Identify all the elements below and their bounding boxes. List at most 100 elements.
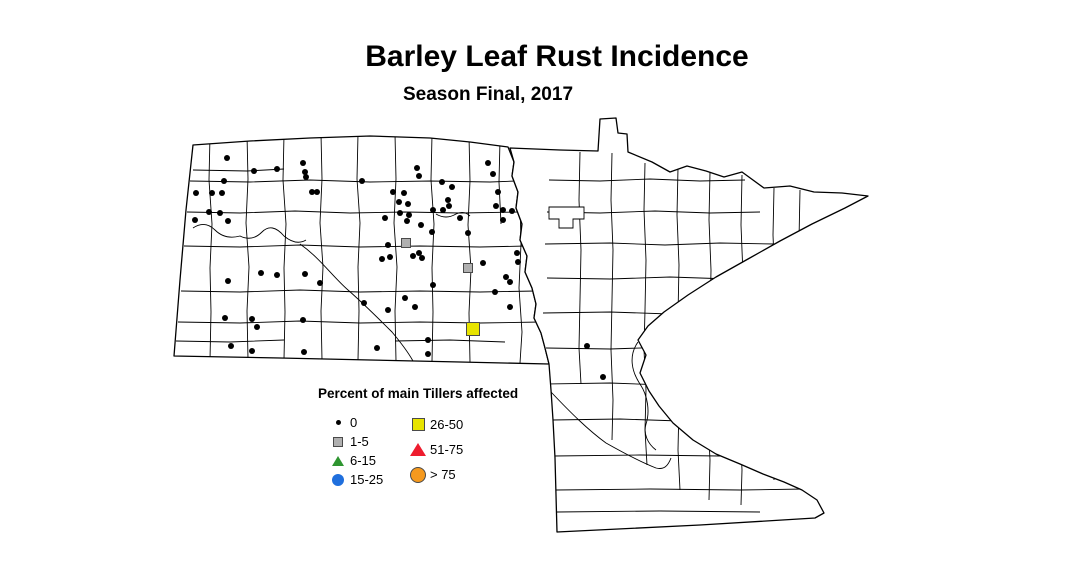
map-marker-0 [390,189,396,195]
map-marker-0 [410,253,416,259]
map-marker-0 [514,250,520,256]
legend-symbol-box [326,473,350,486]
north-dakota-outline [173,135,550,365]
map-marker-1-5 [463,263,473,273]
legend-label: > 75 [430,467,456,482]
map-marker-0 [385,307,391,313]
map-marker-0 [430,207,436,213]
legend-item: 6-15 [326,451,383,470]
map-marker-0 [405,201,411,207]
map-marker-0 [449,184,455,190]
map-marker-0 [416,173,422,179]
map-marker-0 [507,279,513,285]
map-marker-0 [490,171,496,177]
map-marker-0 [302,271,308,277]
square-symbol [333,436,343,447]
map-marker-0 [274,166,280,172]
map-marker-0 [457,215,463,221]
circle-symbol [332,473,344,486]
map-marker-0 [359,178,365,184]
legend-item: 15-25 [326,470,383,489]
square-symbol [411,418,425,431]
map-marker-0 [219,190,225,196]
map-marker-0 [446,203,452,209]
map-marker-0 [300,317,306,323]
map-marker-0 [301,349,307,355]
map-marker-0 [317,280,323,286]
map-marker-1-5 [401,238,411,248]
legend: Percent of main Tillers affected 0 1-5 6… [318,386,519,487]
chart-subtitle: Season Final, 2017 [402,84,574,105]
map-marker-0 [600,374,606,380]
map-marker-0 [412,304,418,310]
map-marker-0 [224,155,230,161]
map-marker-0 [206,209,212,215]
map-marker-0 [584,343,590,349]
legend-label: 0 [350,415,358,430]
legend-label: 15-25 [350,472,384,487]
triangle-symbol [410,443,426,456]
legend-label: 51-75 [430,442,464,457]
map-marker-0 [382,215,388,221]
map-marker-0 [300,160,306,166]
map-marker-0 [249,348,255,354]
map-marker-0 [221,178,227,184]
legend-symbol-box [406,418,430,431]
map-marker-0 [314,189,320,195]
map-marker-0 [416,250,422,256]
legend-symbol-box [326,455,350,466]
map-marker-0 [509,208,515,214]
map-marker-0 [414,165,420,171]
map-marker-26-50 [466,322,480,336]
map-marker-0 [439,179,445,185]
legend-label: 1-5 [350,434,369,449]
map-marker-0 [425,337,431,343]
map-marker-0 [379,256,385,262]
page-title: Barley Leaf Rust Incidence [365,40,749,73]
map-markers [192,155,606,380]
map-marker-0 [209,190,215,196]
map-marker-0 [429,229,435,235]
map-marker-0 [503,274,509,280]
map-marker-0 [402,295,408,301]
map-marker-0 [500,207,506,213]
north-dakota-county-lines [175,136,542,364]
map-marker-0 [418,222,424,228]
map-marker-0 [249,316,255,322]
legend-label: 6-15 [350,453,377,468]
legend-item: 0 [326,413,383,432]
map-marker-0 [374,345,380,351]
legend-symbol-box [406,466,430,483]
map-marker-0 [419,255,425,261]
map-marker-0 [225,278,231,284]
dot-symbol [335,420,341,425]
map-marker-0 [225,218,231,224]
legend-item: 26-50 [406,412,463,437]
red-lake [548,206,585,229]
map-marker-0 [430,282,436,288]
legend-item: 1-5 [326,432,383,451]
map-marker-0 [425,351,431,357]
map-marker-0 [258,270,264,276]
map-marker-0 [274,272,280,278]
map-marker-0 [302,169,308,175]
map-marker-0 [193,190,199,196]
legend-title: Percent of main Tillers affected [318,386,519,401]
map-marker-0 [254,324,260,330]
triangle-symbol [332,455,344,466]
legend-item: > 75 [406,462,463,487]
legend-column-left: 0 1-5 6-15 15-25 [326,413,383,489]
map-marker-0 [495,189,501,195]
legend-symbol-box [326,436,350,447]
map-marker-0 [500,217,506,223]
map-marker-0 [493,203,499,209]
map-marker-0 [485,160,491,166]
map-marker-0 [309,189,315,195]
map-marker-0 [404,218,410,224]
legend-label: 26-50 [430,417,464,432]
map-marker-0 [192,217,198,223]
map-marker-0 [480,260,486,266]
legend-item: 51-75 [406,437,463,462]
